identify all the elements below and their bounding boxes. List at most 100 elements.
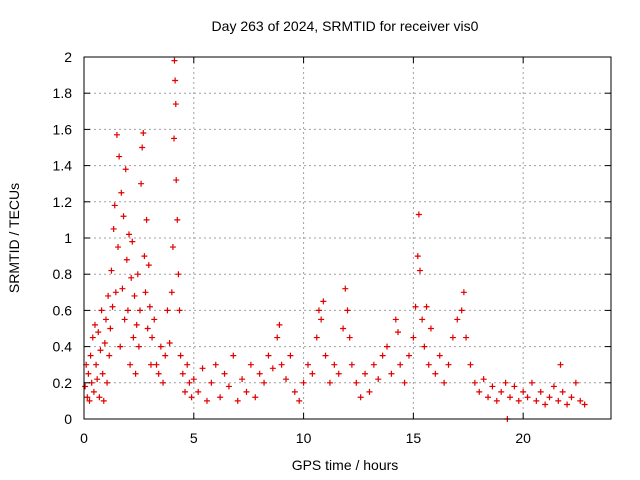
data-point: [221, 370, 228, 377]
data-point: [511, 383, 518, 390]
data-point: [557, 361, 564, 368]
data-point: [184, 361, 191, 368]
data-point: [326, 379, 333, 386]
data-point: [388, 370, 395, 377]
y-tick-label: 2: [64, 49, 72, 65]
data-point: [86, 397, 93, 404]
data-point: [212, 361, 219, 368]
y-tick-label: 0: [64, 411, 72, 427]
data-point: [366, 388, 373, 395]
data-point: [564, 401, 571, 408]
data-point: [179, 370, 186, 377]
data-point: [572, 379, 579, 386]
data-point: [142, 289, 149, 296]
data-point: [384, 343, 391, 350]
data-point: [353, 379, 360, 386]
data-point: [362, 370, 369, 377]
data-point: [577, 397, 584, 404]
data-point: [108, 267, 115, 274]
data-point: [320, 298, 327, 305]
data-points: [82, 57, 588, 422]
data-point: [127, 361, 134, 368]
data-point: [414, 253, 421, 260]
data-point: [144, 325, 151, 332]
data-point: [134, 271, 141, 278]
data-point: [392, 316, 399, 323]
data-point: [269, 365, 276, 372]
x-tick-label: 5: [190, 430, 198, 446]
axis-ticks: [83, 56, 611, 420]
data-point: [395, 329, 402, 336]
data-point: [177, 352, 184, 359]
data-point: [130, 334, 137, 341]
data-point: [401, 379, 408, 386]
data-point: [322, 352, 329, 359]
data-point: [151, 316, 158, 323]
data-point: [348, 361, 355, 368]
data-point: [309, 370, 316, 377]
data-point: [97, 347, 104, 354]
data-point: [315, 307, 322, 314]
data-point: [502, 379, 509, 386]
y-tick-label: 1: [64, 230, 72, 246]
data-point: [157, 343, 164, 350]
data-point: [121, 316, 128, 323]
data-point: [480, 376, 487, 383]
data-point: [445, 361, 452, 368]
data-point: [287, 352, 294, 359]
data-point: [555, 397, 562, 404]
data-point: [256, 370, 263, 377]
data-point: [94, 376, 101, 383]
data-point: [340, 325, 347, 332]
x-tick-label: 20: [515, 430, 531, 446]
data-point: [335, 370, 342, 377]
data-point: [304, 361, 311, 368]
data-point: [296, 397, 303, 404]
data-point: [117, 343, 124, 350]
data-point: [124, 307, 131, 314]
data-point: [102, 316, 109, 323]
data-point: [89, 334, 96, 341]
data-point: [261, 379, 268, 386]
data-point: [149, 334, 156, 341]
data-point: [370, 361, 377, 368]
data-point: [234, 397, 241, 404]
data-point: [493, 397, 500, 404]
data-point: [93, 361, 100, 368]
y-tick-label: 1.6: [53, 121, 73, 137]
data-point: [141, 253, 148, 260]
data-point: [546, 394, 553, 401]
data-point: [174, 216, 181, 223]
data-point: [95, 329, 102, 336]
x-tick-label: 15: [406, 430, 422, 446]
data-point: [138, 180, 145, 187]
data-point: [331, 361, 338, 368]
data-point: [129, 238, 136, 245]
data-point: [111, 202, 118, 209]
data-point: [136, 307, 143, 314]
data-point: [274, 334, 281, 341]
data-point: [115, 244, 122, 251]
data-point: [550, 383, 557, 390]
data-point: [169, 244, 176, 251]
y-tick-label: 1.4: [53, 158, 73, 174]
data-point: [146, 303, 153, 310]
data-point: [467, 361, 474, 368]
data-point: [441, 379, 448, 386]
data-point: [109, 303, 116, 310]
data-point: [252, 394, 259, 401]
data-point: [346, 334, 353, 341]
y-tick-label: 0.4: [53, 339, 73, 355]
data-point: [160, 379, 167, 386]
data-point: [243, 388, 250, 395]
data-point: [123, 256, 130, 263]
data-point: [375, 376, 382, 383]
data-point: [84, 394, 91, 401]
x-tick-label: 10: [296, 430, 312, 446]
data-point: [432, 370, 439, 377]
y-tick-label: 1.2: [53, 194, 73, 210]
data-point: [415, 211, 422, 218]
data-point: [460, 289, 467, 296]
data-point: [106, 352, 113, 359]
